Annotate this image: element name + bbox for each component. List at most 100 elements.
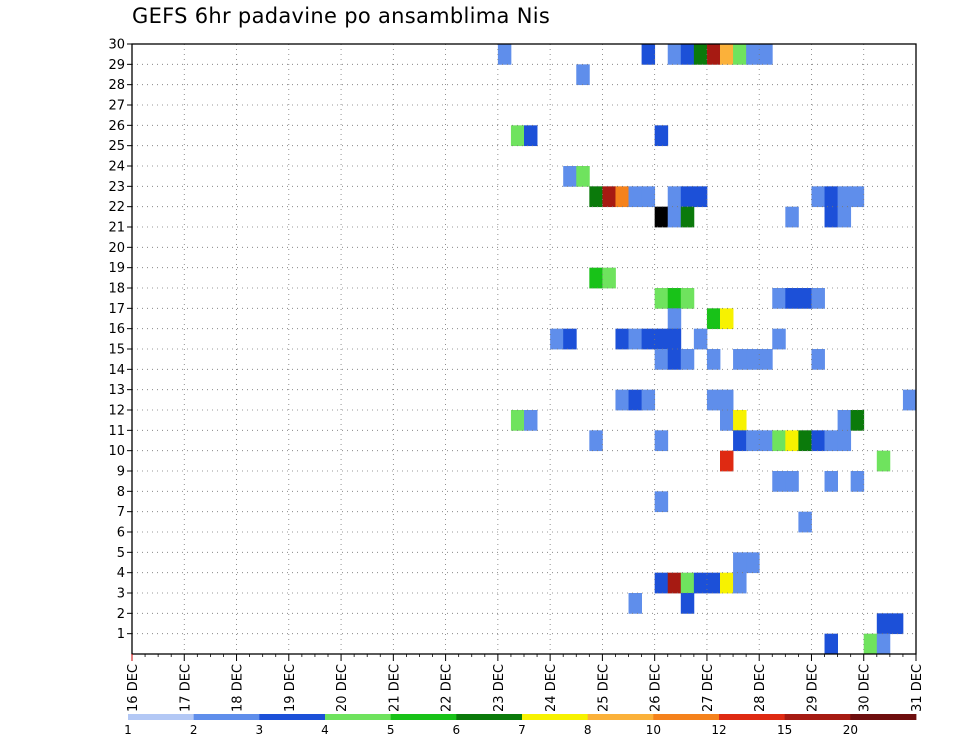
colorbar-label: 12	[711, 723, 726, 737]
y-tick-label: 3	[117, 587, 125, 602]
heatmap-cell	[667, 572, 682, 594]
colorbar-swatch	[128, 714, 195, 720]
y-tick-label: 16	[108, 322, 125, 337]
heatmap-cell	[641, 44, 656, 65]
y-tick-label: 9	[117, 465, 125, 480]
heatmap-cell	[628, 593, 642, 614]
colorbar-label: 3	[256, 723, 264, 737]
heatmap-cell	[733, 410, 747, 431]
heatmap-cell	[667, 186, 682, 208]
heatmap-cell	[902, 389, 917, 411]
y-tick-label: 21	[108, 221, 125, 236]
heatmap-cell	[602, 267, 616, 289]
y-tick-label: 18	[108, 282, 125, 297]
y-tick-label: 20	[108, 241, 125, 256]
colorbar-swatch	[325, 714, 392, 720]
heatmap-cell	[811, 186, 825, 208]
heatmap-cell	[706, 44, 721, 65]
heatmap-cell	[680, 206, 695, 228]
colorbar-swatch	[390, 714, 457, 720]
heatmap-cell	[824, 471, 838, 492]
x-tick-label: 23 DEC	[492, 664, 507, 712]
heatmap-cell	[615, 389, 629, 411]
heatmap-cell	[641, 389, 656, 411]
x-tick-label: 27 DEC	[701, 664, 716, 712]
x-tick-label: 18 DEC	[231, 664, 246, 712]
heatmap-cell	[510, 410, 525, 431]
heatmap-cell	[798, 430, 812, 452]
heatmap-cell	[759, 349, 773, 370]
y-tick-label: 1	[117, 627, 125, 642]
heatmap-cell	[798, 511, 812, 533]
x-axis: 16 DEC 17 DEC 18 DEC 19 DEC 20 DEC 21 DEC 22 D…	[126, 654, 925, 712]
x-tick-label: 21 DEC	[387, 664, 402, 712]
colorbar-swatch	[587, 714, 654, 720]
x-tick-label: 26 DEC	[649, 664, 664, 712]
heatmap-cell	[602, 186, 616, 208]
heatmap-cell	[667, 308, 682, 330]
heatmap-cell	[837, 430, 852, 452]
y-tick-label: 15	[108, 343, 125, 358]
heatmap-cell	[576, 64, 590, 86]
y-tick-label: 8	[117, 485, 125, 500]
y-tick-label: 5	[117, 546, 125, 561]
heatmap-cell	[654, 349, 669, 370]
heatmap-cell	[824, 430, 838, 452]
y-tick-label: 22	[108, 200, 125, 215]
colorbar-label: 1	[124, 723, 132, 737]
x-tick-label: 24 DEC	[544, 664, 559, 712]
y-tick-label: 26	[108, 119, 125, 134]
y-tick-label: 28	[108, 78, 125, 93]
heatmap-cell	[654, 430, 669, 452]
colorbar-label: 2	[190, 723, 198, 737]
heatmap-cell	[654, 572, 669, 594]
colorbar-label: 6	[453, 723, 461, 737]
y-tick-label: 6	[117, 526, 125, 541]
colorbar-label: 7	[518, 723, 526, 737]
y-tick-label: 12	[108, 404, 125, 419]
heatmap-cell	[524, 125, 538, 147]
y-tick-label: 17	[108, 302, 125, 317]
colorbar-swatch	[193, 714, 260, 720]
heatmap-cell	[680, 44, 695, 65]
heatmap-cell	[706, 349, 721, 370]
heatmap-cell	[497, 44, 512, 65]
heatmap-cell	[720, 450, 734, 472]
x-tick-label: 22 DEC	[440, 664, 455, 712]
heatmap-cell	[654, 206, 669, 228]
heatmap-cell	[667, 206, 682, 228]
heatmap-cell	[798, 288, 812, 309]
heatmap-cell	[563, 166, 577, 187]
heatmap-cell	[615, 328, 629, 350]
heatmap-cell	[615, 186, 629, 208]
heatmap-cell	[785, 288, 799, 309]
heatmap-cell	[824, 186, 838, 208]
heatmap-cell	[785, 206, 799, 228]
heatmap-cell	[680, 593, 695, 614]
heatmap-cell	[680, 572, 695, 594]
y-tick-label: 11	[108, 424, 125, 439]
heatmap-cell	[746, 430, 760, 452]
y-tick-label: 23	[108, 180, 125, 195]
heatmap-cell	[811, 430, 825, 452]
colorbar-swatch	[850, 714, 917, 720]
heatmap-cell	[654, 491, 669, 513]
heatmap-cell	[720, 389, 734, 411]
heatmap-cell	[733, 349, 747, 370]
heatmap-cell	[667, 288, 682, 309]
y-tick-label: 25	[108, 139, 125, 154]
heatmap-cell	[772, 430, 786, 452]
heatmap-cell	[667, 328, 682, 350]
heatmap-cell	[693, 572, 708, 594]
heatmap-cell	[824, 206, 838, 228]
x-tick-label: 20 DEC	[335, 664, 350, 712]
y-tick-label: 7	[117, 505, 125, 520]
heatmap-cell	[837, 206, 852, 228]
heatmap-cell	[772, 328, 786, 350]
colorbar-label: 8	[584, 723, 592, 737]
heatmap-cell	[680, 288, 695, 309]
heatmap-cell	[850, 471, 865, 492]
heatmap-cell	[746, 44, 760, 65]
heatmap-cell	[759, 44, 773, 65]
y-tick-label: 4	[117, 566, 125, 581]
